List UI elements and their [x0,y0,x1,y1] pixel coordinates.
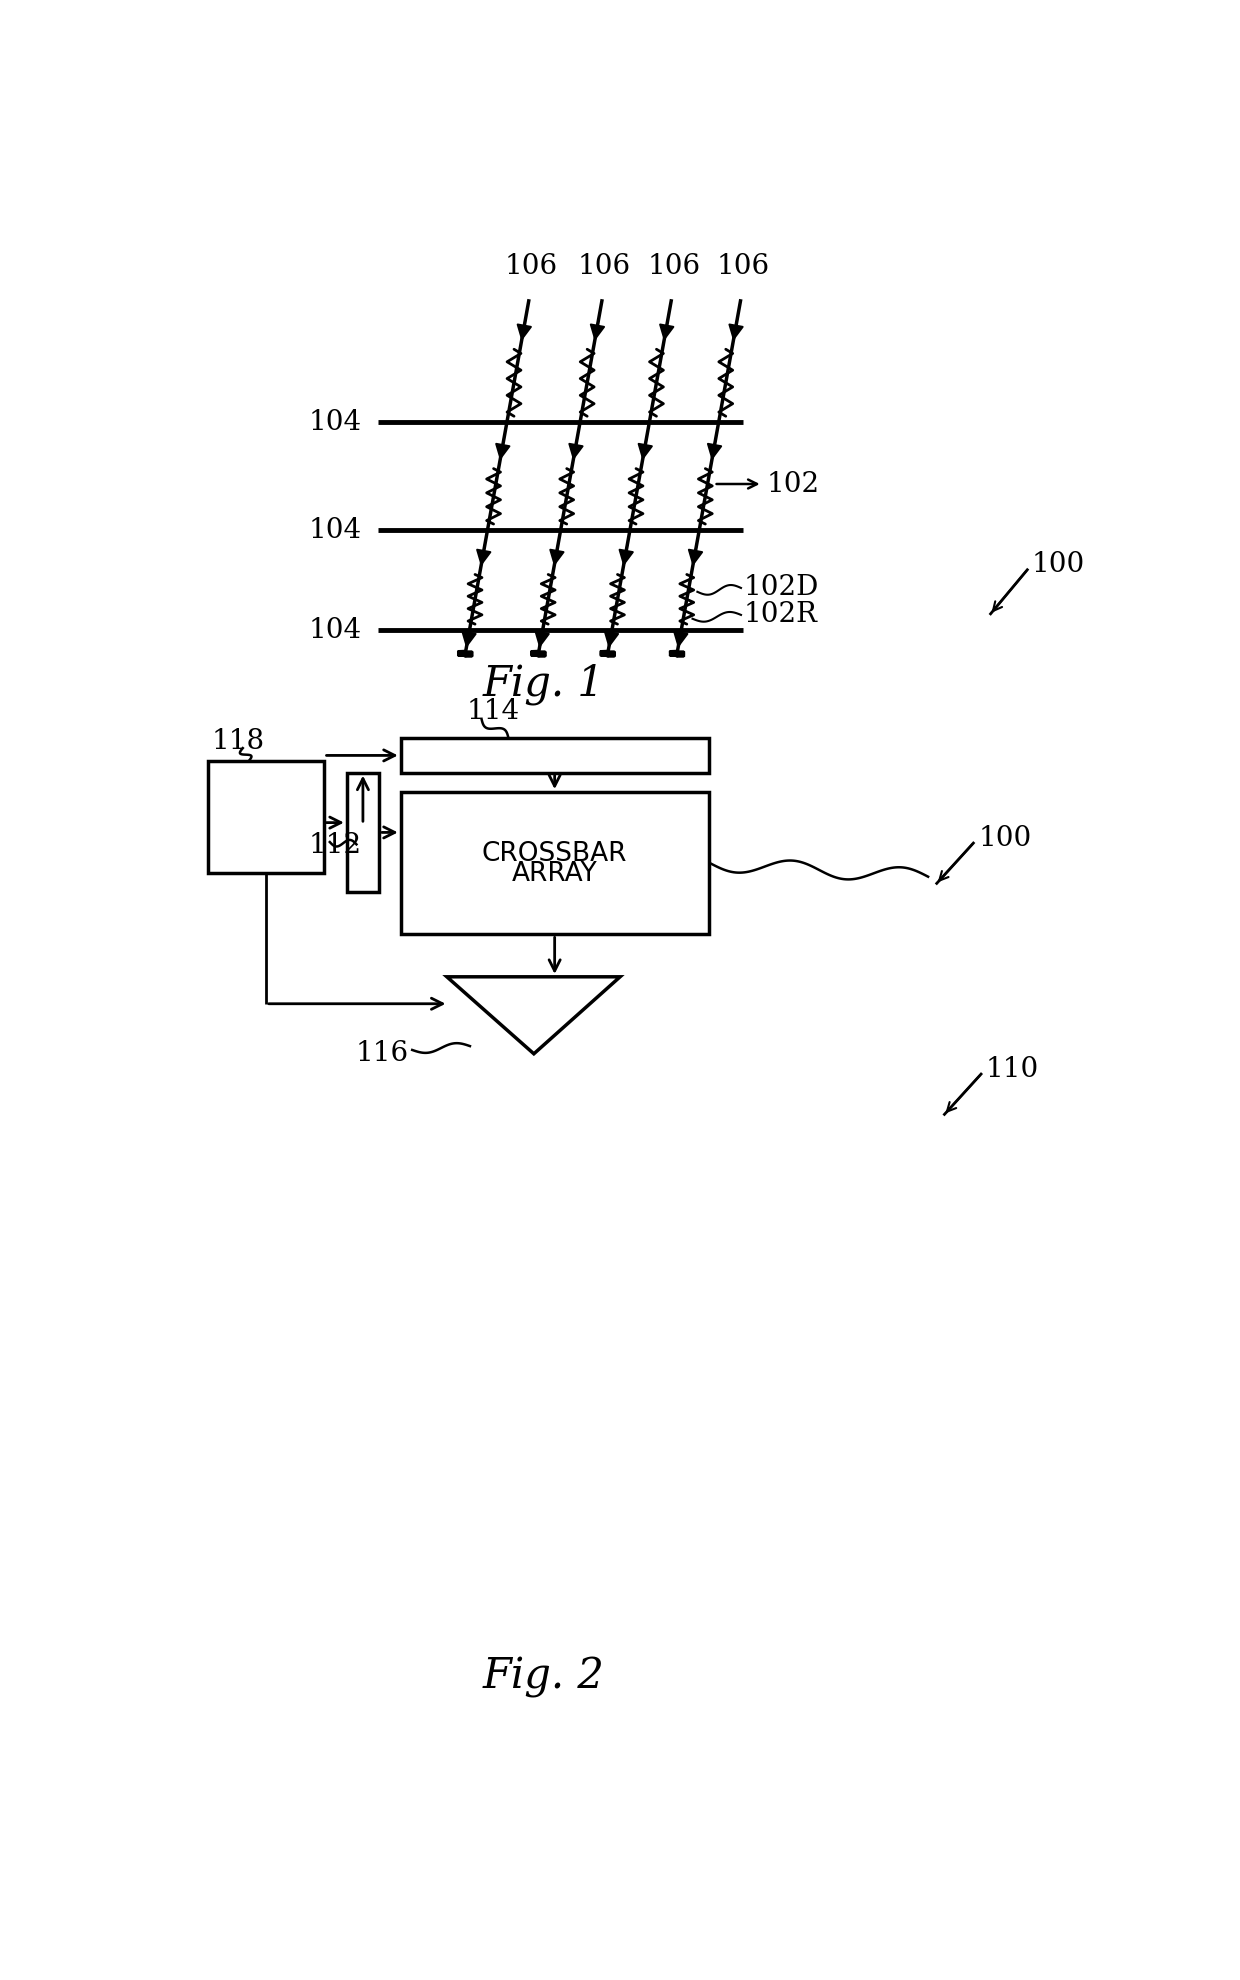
Text: 100: 100 [1032,550,1085,578]
Text: 104: 104 [309,517,362,544]
Text: 118: 118 [212,729,265,756]
Text: Fig. 2: Fig. 2 [482,1657,604,1699]
Text: 114: 114 [466,697,520,725]
Text: 110: 110 [986,1055,1039,1083]
Text: 104: 104 [309,618,362,644]
Bar [401,739,708,772]
Text: 102D: 102D [743,574,818,602]
Text: ARRAY: ARRAY [512,861,598,887]
Text: 112: 112 [309,832,361,859]
Text: 102: 102 [766,471,820,497]
Text: 100: 100 [978,826,1032,851]
Text: 106: 106 [578,253,631,279]
Bar [208,760,324,873]
Text: 116: 116 [355,1040,408,1067]
Text: 106: 106 [717,253,770,279]
Text: Fig. 1: Fig. 1 [482,663,604,705]
Text: 106: 106 [647,253,701,279]
Text: 102R: 102R [743,602,817,628]
Bar [347,772,379,893]
Text: 104: 104 [309,410,362,436]
Bar [401,792,708,935]
Text: CROSSBAR: CROSSBAR [482,842,627,867]
Text: 106: 106 [505,253,558,279]
